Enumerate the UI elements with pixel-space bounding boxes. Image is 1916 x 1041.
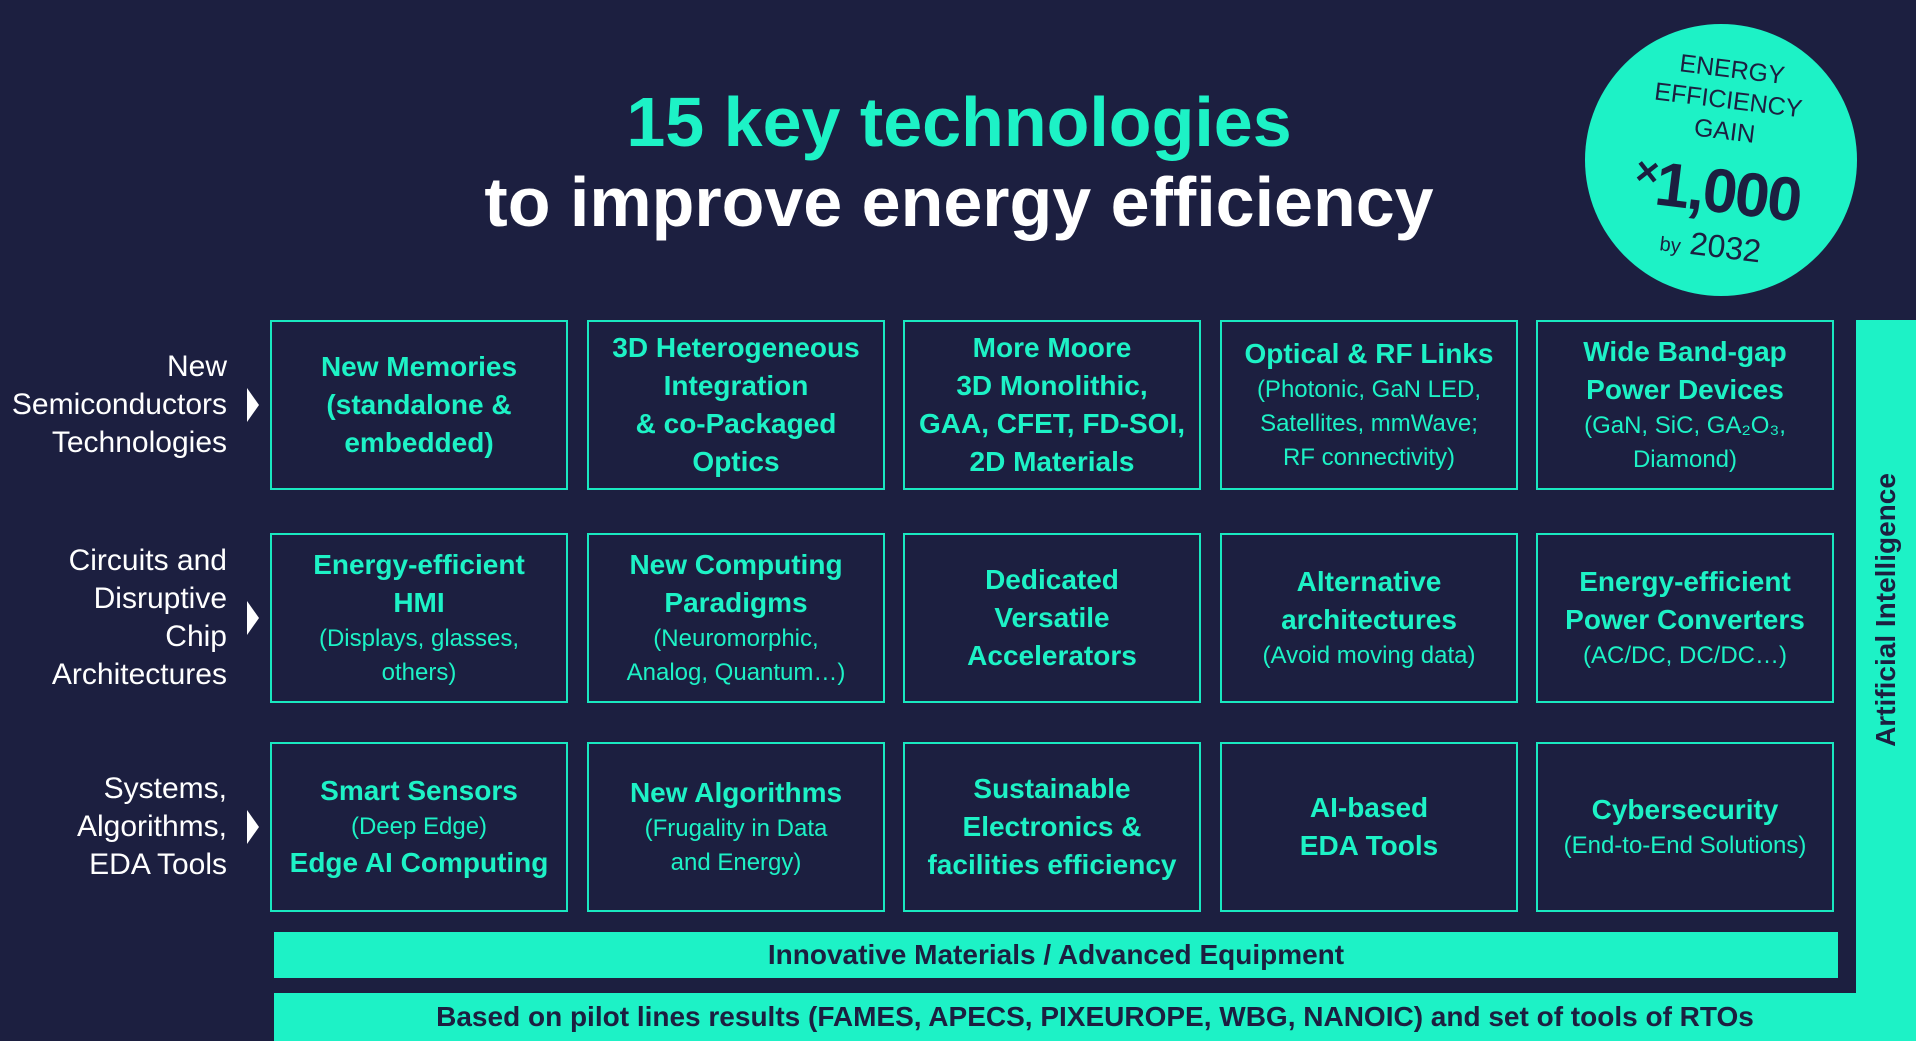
- tech-cell: More Moore 3D Monolithic, GAA, CFET, FD-SO…: [903, 320, 1201, 490]
- cell-line: Energy-efficient: [313, 549, 525, 580]
- cell-line: 2D Materials: [969, 446, 1135, 477]
- cell-line: Edge AI Computing: [289, 847, 549, 878]
- cell-line: GAA, CFET, FD-SOI,: [919, 408, 1185, 439]
- cell-line: (Frugality in Data: [644, 815, 828, 842]
- materials-bar: Innovative Materials / Advanced Equipmen…: [274, 932, 1838, 978]
- badge-year: 2032: [1687, 224, 1763, 270]
- footer-bar: Based on pilot lines results (FAMES, APE…: [274, 993, 1916, 1041]
- cell-line: (Displays, glasses,: [318, 625, 520, 652]
- tech-cell: Wide Band-gap Power Devices (GaN, SiC, GA₂…: [1536, 320, 1834, 490]
- cell-line: New Algorithms: [629, 777, 843, 808]
- cell-line: New Computing: [629, 549, 843, 580]
- row-label: Systems, Algorithms, EDA Tools: [0, 770, 227, 884]
- cell-line: architectures: [1281, 604, 1457, 635]
- tech-cell: Energy-efficient Power Converters (AC/DC, …: [1536, 533, 1834, 703]
- row-label: Circuits and Disruptive Chip Architectures: [0, 542, 227, 694]
- tech-cell: AI-based EDA Tools: [1220, 742, 1518, 912]
- row-label-line: EDA Tools: [89, 848, 227, 881]
- cell-line: and Energy): [670, 849, 802, 876]
- cell-line: others): [381, 659, 457, 686]
- cell-line: Sustainable: [973, 773, 1131, 804]
- row-label-line: Systems,: [103, 772, 227, 805]
- tech-cell: Sustainable Electronics & facilities effic…: [903, 742, 1201, 912]
- cell-line: Cybersecurity: [1591, 794, 1779, 825]
- cell-line: HMI: [393, 587, 445, 618]
- tech-cell: New Algorithms (Frugality in Data and Ener…: [587, 742, 885, 912]
- side-bar: Artificial Intelligence: [1856, 320, 1916, 1041]
- cell-line: Analog, Quantum…): [626, 659, 846, 686]
- cell-line: (Neuromorphic,: [653, 625, 819, 652]
- row-label-line: Semiconductors: [11, 388, 227, 421]
- title-line1: 15 key technologies: [626, 83, 1292, 161]
- row-arrow: [247, 601, 259, 635]
- cell-line: (Deep Edge): [350, 813, 488, 840]
- row-arrow: [247, 388, 259, 422]
- tech-cell: 3D Heterogeneous Integration & co-Packaged…: [587, 320, 885, 490]
- row-arrow: [247, 810, 259, 844]
- tech-cell: New Memories (standalone & embedded): [270, 320, 568, 490]
- cell-line: Dedicated: [985, 564, 1119, 595]
- cell-line: Diamond): [1632, 446, 1738, 473]
- cell-line: Optical & RF Links: [1244, 338, 1494, 369]
- tech-cell: Energy-efficient HMI (Displays, glasses, ot…: [270, 533, 568, 703]
- cell-line: Satellites, mmWave;: [1260, 410, 1478, 437]
- cell-line: AI-based: [1309, 792, 1429, 823]
- badge-prefix: by: [1658, 233, 1682, 258]
- row-label-line: Disruptive: [93, 582, 227, 615]
- cell-line: More Moore: [972, 332, 1132, 363]
- cell-line: Smart Sensors: [320, 775, 518, 806]
- side-bar-text: Artificial Intelligence: [1870, 473, 1901, 747]
- row-label-line: New: [166, 350, 227, 383]
- cell-line: Electronics &: [962, 811, 1142, 842]
- tech-cell: Smart Sensors (Deep Edge) Edge AI Computin…: [270, 742, 568, 912]
- cell-line: Alternative: [1296, 566, 1442, 597]
- tech-cell: New Computing Paradigms (Neuromorphic, Anal…: [587, 533, 885, 703]
- tech-cell: Optical & RF Links (Photonic, GaN LED, Sat…: [1220, 320, 1518, 490]
- cell-line: (End-to-End Solutions): [1563, 832, 1807, 859]
- tech-cell: Cybersecurity (End-to-End Solutions): [1536, 742, 1834, 912]
- tech-cell: Alternative architectures (Avoid moving da…: [1220, 533, 1518, 703]
- cell-line: RF connectivity): [1282, 444, 1456, 471]
- cell-line: Paradigms: [664, 587, 808, 618]
- cell-line: Accelerators: [967, 640, 1137, 671]
- cell-line: Integration: [663, 370, 809, 401]
- cell-line: Optics: [692, 446, 780, 477]
- badge-content: ENERGY EFFICIENCY GAIN ×1,000 by 2032: [1569, 8, 1872, 311]
- cell-line: facilities efficiency: [927, 849, 1177, 880]
- row-label-line: Chip: [165, 620, 227, 653]
- cell-line: Versatile: [994, 602, 1110, 633]
- cell-line: (Avoid moving data): [1262, 642, 1476, 669]
- cell-line: (standalone &: [326, 389, 512, 420]
- row-label-line: Technologies: [51, 426, 227, 459]
- tech-cell: Dedicated Versatile Accelerators: [903, 533, 1201, 703]
- cell-line: Energy-efficient: [1579, 566, 1791, 597]
- cell-line: (AC/DC, DC/DC…): [1583, 642, 1787, 669]
- cell-line: New Memories: [320, 351, 518, 382]
- cell-line: Wide Band-gap: [1583, 336, 1787, 367]
- cell-line: 3D Heterogeneous: [612, 332, 860, 363]
- cell-line: Power Converters: [1565, 604, 1805, 635]
- badge: ENERGY EFFICIENCY GAIN ×1,000 by 2032: [1585, 24, 1857, 296]
- row-label-line: Algorithms,: [76, 810, 227, 843]
- cell-line: (Photonic, GaN LED,: [1256, 376, 1482, 403]
- cell-line: Power Devices: [1586, 374, 1784, 405]
- row-label-line: Architectures: [51, 658, 227, 691]
- cell-line: & co-Packaged: [635, 408, 837, 439]
- cell-line: 3D Monolithic,: [956, 370, 1148, 401]
- cell-line: EDA Tools: [1299, 830, 1439, 861]
- row-label-line: Circuits and: [68, 544, 227, 577]
- cell-line: (GaN, SiC, GA₂O₃,: [1584, 412, 1786, 439]
- title-line2: to improve energy efficiency: [484, 163, 1434, 241]
- row-label: New Semiconductors Technologies: [0, 348, 227, 462]
- cell-line: embedded): [344, 427, 494, 458]
